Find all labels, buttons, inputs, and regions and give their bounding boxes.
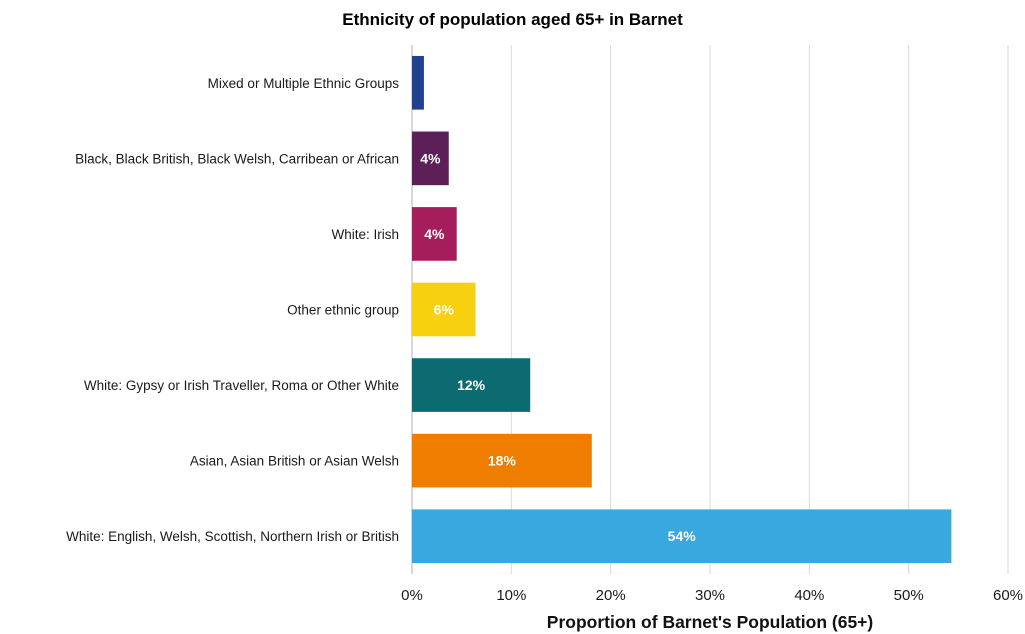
- bar-data-label: 18%: [488, 453, 517, 469]
- category-label: White: English, Welsh, Scottish, Norther…: [66, 529, 399, 544]
- gridlines: [411, 45, 1009, 574]
- category-label: Asian, Asian British or Asian Welsh: [190, 454, 399, 469]
- category-label: White: Irish: [331, 227, 399, 242]
- bar: [412, 131, 449, 186]
- chart-title: Ethnicity of population aged 65+ in Barn…: [342, 10, 683, 29]
- category-label: Other ethnic group: [287, 303, 399, 318]
- category-label: Mixed or Multiple Ethnic Groups: [208, 76, 400, 91]
- x-tick-label: 10%: [496, 587, 526, 604]
- x-tick-label: 20%: [596, 587, 626, 604]
- bar-data-label: 12%: [457, 377, 486, 393]
- bar: [412, 509, 952, 564]
- bar-data-label: 4%: [420, 150, 441, 166]
- bar-data-label: 6%: [434, 302, 455, 318]
- x-tick-labels: 0% 10% 20% 30% 40% 50% 60%: [401, 587, 1023, 604]
- category-labels: Mixed or Multiple Ethnic Groups Black, Bl…: [66, 76, 399, 544]
- x-axis-label: Proportion of Barnet's Population (65+): [547, 612, 873, 632]
- bar: [412, 207, 457, 261]
- bar-data-label: 54%: [668, 528, 697, 544]
- bar-data-label: 4%: [424, 226, 445, 242]
- category-label: White: Gypsy or Irish Traveller, Roma or…: [84, 378, 399, 393]
- x-tick-label: 60%: [993, 587, 1023, 604]
- bar: [412, 282, 476, 337]
- bar: [412, 433, 592, 488]
- bar: [412, 55, 424, 110]
- bars: 4% 4% 6% 12% 18% 54%: [412, 55, 952, 564]
- x-tick-label: 50%: [894, 587, 924, 604]
- x-tick-label: 30%: [695, 587, 725, 604]
- x-tick-label: 0%: [401, 587, 423, 604]
- bar: [412, 358, 531, 412]
- x-tick-label: 40%: [794, 587, 824, 604]
- category-label: Black, Black British, Black Welsh, Carri…: [75, 151, 399, 166]
